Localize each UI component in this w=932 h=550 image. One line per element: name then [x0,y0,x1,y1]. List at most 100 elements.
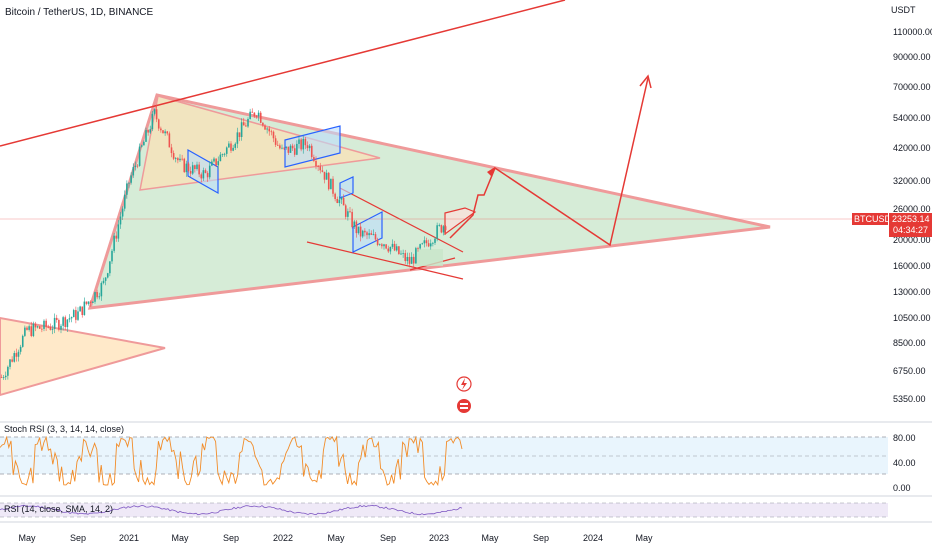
descending-channel-top[interactable] [339,187,464,253]
ticker-badge [852,213,888,225]
candle-body [410,256,413,264]
candle-body [359,226,362,237]
candle-body [438,225,441,226]
candle-body [66,319,69,328]
candle-body [255,116,258,118]
ascending-trend-line[interactable] [0,0,566,147]
candle-body [323,171,326,180]
candle-body [60,325,62,330]
time-tick: Sep [70,533,86,543]
price-tick: 90000.00 [893,52,931,62]
candle-body [68,318,71,320]
candle-body [38,326,41,329]
rsi-label: RSI (14, close, SMA, 14, 2) [4,504,113,514]
candle-body [304,138,307,146]
candle-body [302,138,305,150]
candle-body [266,128,268,130]
time-tick: May [481,533,499,543]
candle-body [444,226,447,231]
candle-body [310,145,313,158]
candle-body [128,182,130,184]
candle-body [245,125,247,127]
price-tick: 26000.00 [893,204,931,214]
candle-body [162,130,164,134]
candle-body [113,235,115,251]
candle-body [206,172,209,178]
price-tick: 70000.00 [893,82,931,92]
last-price-badge: BTCUSDT 23253.14 04:34:27 [852,213,932,237]
price-axis[interactable]: USDT 110000.00 90000.00 70000.00 54000.00 42… [888,0,932,505]
candle-body [149,129,152,133]
candle-body [391,243,394,247]
candle-body [64,317,67,328]
candle-body [374,234,377,240]
candle-body [41,328,43,330]
support-line[interactable] [306,241,464,280]
candle-body [262,122,264,126]
candle-body [268,128,271,132]
price-tick: 110000.00 [893,27,932,37]
candle-body [55,317,58,321]
candle-body [98,296,101,298]
candle-body [272,131,275,139]
projection-arrow-head [639,74,652,89]
candle-body [172,153,175,159]
candle-body [217,161,220,166]
candle-body [104,277,107,281]
candle-body [253,112,256,117]
price-tick: 6750.00 [893,366,926,376]
candle-body [240,122,243,137]
candle-body [96,292,98,298]
price-tick: 54000.00 [893,113,931,123]
candle-body [425,240,428,244]
stoch-tick-0: 0.00 [893,483,911,493]
candle-body [215,158,217,166]
flag-channel-3[interactable] [339,176,354,199]
candle-body [357,226,360,234]
candle-body [228,143,230,148]
candle-body [300,139,302,150]
time-axis[interactable]: May Sep 2021 May Sep 2022 May Sep 2023 May Sep 2024… [18,533,653,543]
flag-channel-4[interactable] [352,211,383,253]
countdown-timer: 04:34:27 [893,225,928,235]
candle-body [351,211,353,228]
candle-body [313,157,315,161]
candle-body [395,246,398,251]
time-tick: 2021 [119,533,139,543]
candle-body [434,238,436,243]
projection-path[interactable] [449,77,649,247]
price-badge [889,213,932,237]
rsi-line [0,504,463,516]
candle-body [332,178,334,194]
candle-body [106,273,109,278]
time-tick: 2023 [429,533,449,543]
candle-body [242,122,245,126]
candle-body [221,154,224,156]
time-tick: 2022 [273,533,293,543]
flag-icon[interactable] [457,399,471,413]
candle-body [213,158,215,162]
candle-body [306,145,309,149]
candle-body [342,197,345,206]
candle-body [92,301,94,303]
candle-body [75,310,77,320]
lightning-icon[interactable] [456,376,472,392]
candle-body [170,147,173,154]
candle-body [126,183,128,195]
candle-body [28,326,30,330]
candle-body [157,119,160,129]
price-axis-unit: USDT [891,5,916,15]
lower-left-triangle[interactable] [0,316,166,397]
candle-body [408,256,411,264]
candle-body [138,146,141,166]
candle-body [196,164,198,170]
candle-body [289,145,292,153]
candle-body [211,161,213,166]
candle-body [62,317,64,326]
candle-body [361,230,364,237]
time-tick: 2024 [583,533,603,543]
consolidation-box[interactable] [415,249,443,266]
candle-body [293,148,296,155]
candle-body [353,221,356,228]
